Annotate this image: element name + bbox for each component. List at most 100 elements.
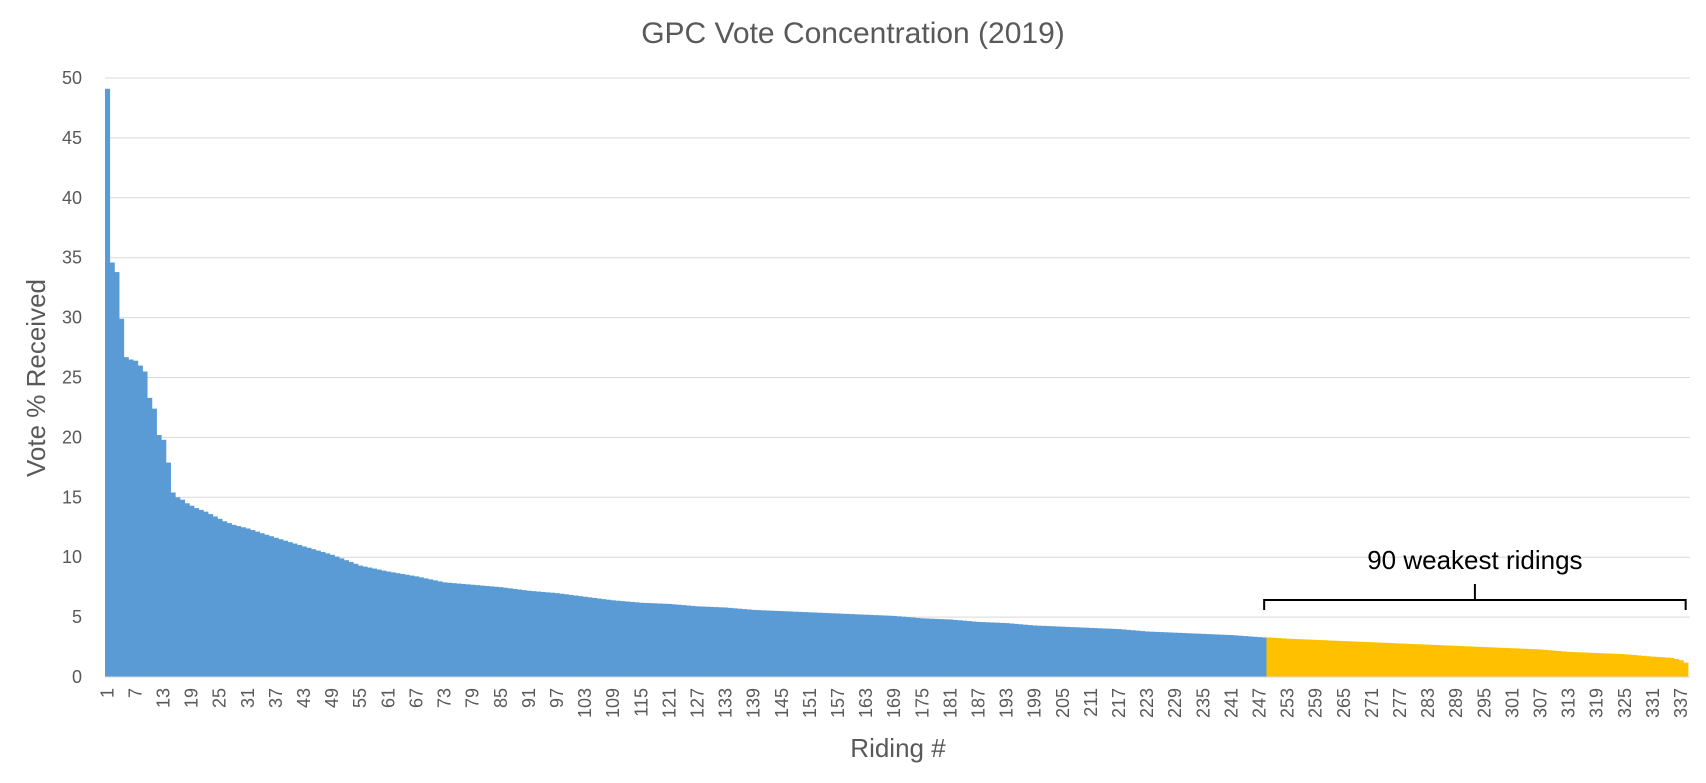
x-tick-label: 211	[1081, 688, 1101, 717]
bar	[1280, 638, 1286, 677]
x-tick-label: 31	[238, 688, 258, 708]
bar	[643, 602, 649, 677]
bar	[554, 593, 560, 677]
x-tick-label: 301	[1502, 688, 1522, 718]
bar	[1463, 646, 1469, 677]
bar	[273, 537, 279, 677]
bar	[1561, 651, 1567, 677]
bar	[109, 262, 115, 677]
bar	[105, 88, 111, 678]
y-axis-label: Vote % Received	[21, 279, 51, 477]
x-tick-label: 175	[912, 688, 932, 718]
bar	[1627, 654, 1633, 677]
bar	[1346, 641, 1352, 677]
bar	[952, 619, 958, 677]
x-tick-label: 289	[1446, 688, 1466, 718]
bar	[1613, 653, 1619, 677]
bar	[1673, 659, 1680, 677]
bar	[1617, 654, 1623, 677]
bar	[423, 578, 429, 677]
bar	[784, 611, 790, 677]
bar	[727, 607, 733, 677]
bar	[297, 544, 303, 677]
bar	[1435, 645, 1441, 677]
bar	[990, 622, 996, 677]
bar	[1243, 636, 1249, 677]
bar	[910, 617, 916, 677]
x-tick-label: 151	[800, 688, 820, 718]
bar	[929, 618, 935, 677]
bar	[1172, 632, 1178, 677]
bar	[409, 575, 415, 677]
bar	[1570, 652, 1576, 677]
bar	[1655, 656, 1661, 677]
bar	[526, 590, 532, 677]
y-tick-label: 15	[62, 487, 82, 507]
bar	[198, 509, 204, 677]
bar	[1102, 628, 1108, 677]
bar	[479, 585, 485, 677]
bar	[802, 612, 808, 677]
x-tick-label: 145	[772, 688, 792, 718]
x-tick-label: 187	[968, 688, 988, 718]
bar	[770, 610, 776, 677]
bar	[456, 583, 462, 677]
bar	[175, 497, 181, 677]
bar	[1392, 643, 1399, 677]
bar	[699, 606, 705, 677]
bar	[165, 462, 171, 677]
bar	[123, 357, 129, 677]
bar	[545, 592, 551, 677]
bar	[1378, 642, 1384, 677]
bar	[208, 514, 214, 677]
bar	[919, 618, 926, 677]
x-tick-label: 121	[659, 688, 679, 718]
bar	[465, 584, 471, 677]
bar	[1214, 634, 1221, 677]
bar	[1641, 655, 1647, 677]
bar	[830, 613, 837, 677]
bar	[1388, 643, 1394, 677]
bar	[231, 524, 237, 677]
bar	[1603, 653, 1609, 677]
bar	[1505, 648, 1511, 677]
bar	[690, 605, 696, 677]
bar	[301, 546, 307, 677]
bar	[161, 439, 167, 677]
x-tick-label: 223	[1137, 688, 1157, 718]
bar	[367, 567, 373, 677]
bar	[1022, 624, 1029, 677]
bar	[1266, 637, 1272, 677]
bar	[292, 543, 298, 677]
bar	[240, 527, 246, 677]
bar	[1444, 645, 1450, 677]
bar	[1191, 633, 1197, 677]
bar	[1041, 625, 1047, 677]
bar	[503, 587, 509, 677]
bar	[1247, 636, 1253, 677]
bar	[1467, 646, 1473, 677]
bar	[376, 569, 382, 677]
bar	[1636, 655, 1642, 677]
bar	[1477, 646, 1483, 677]
bar	[437, 581, 443, 677]
bar	[578, 596, 584, 677]
bar	[1491, 647, 1497, 677]
bar	[395, 573, 401, 677]
bar	[957, 620, 963, 677]
bar	[1645, 656, 1651, 677]
y-tick-label: 35	[62, 248, 82, 268]
x-tick-label: 25	[210, 688, 230, 708]
bar	[1622, 654, 1628, 677]
y-tick-label: 20	[62, 427, 82, 447]
x-tick-label: 235	[1193, 688, 1213, 718]
bar	[601, 599, 607, 677]
bar	[1322, 640, 1328, 677]
bar	[587, 597, 593, 677]
bar	[1430, 644, 1436, 677]
bar	[1097, 628, 1103, 677]
bar	[119, 318, 125, 677]
x-tick-label: 37	[266, 688, 286, 708]
bar	[765, 610, 771, 677]
bar	[151, 408, 157, 677]
